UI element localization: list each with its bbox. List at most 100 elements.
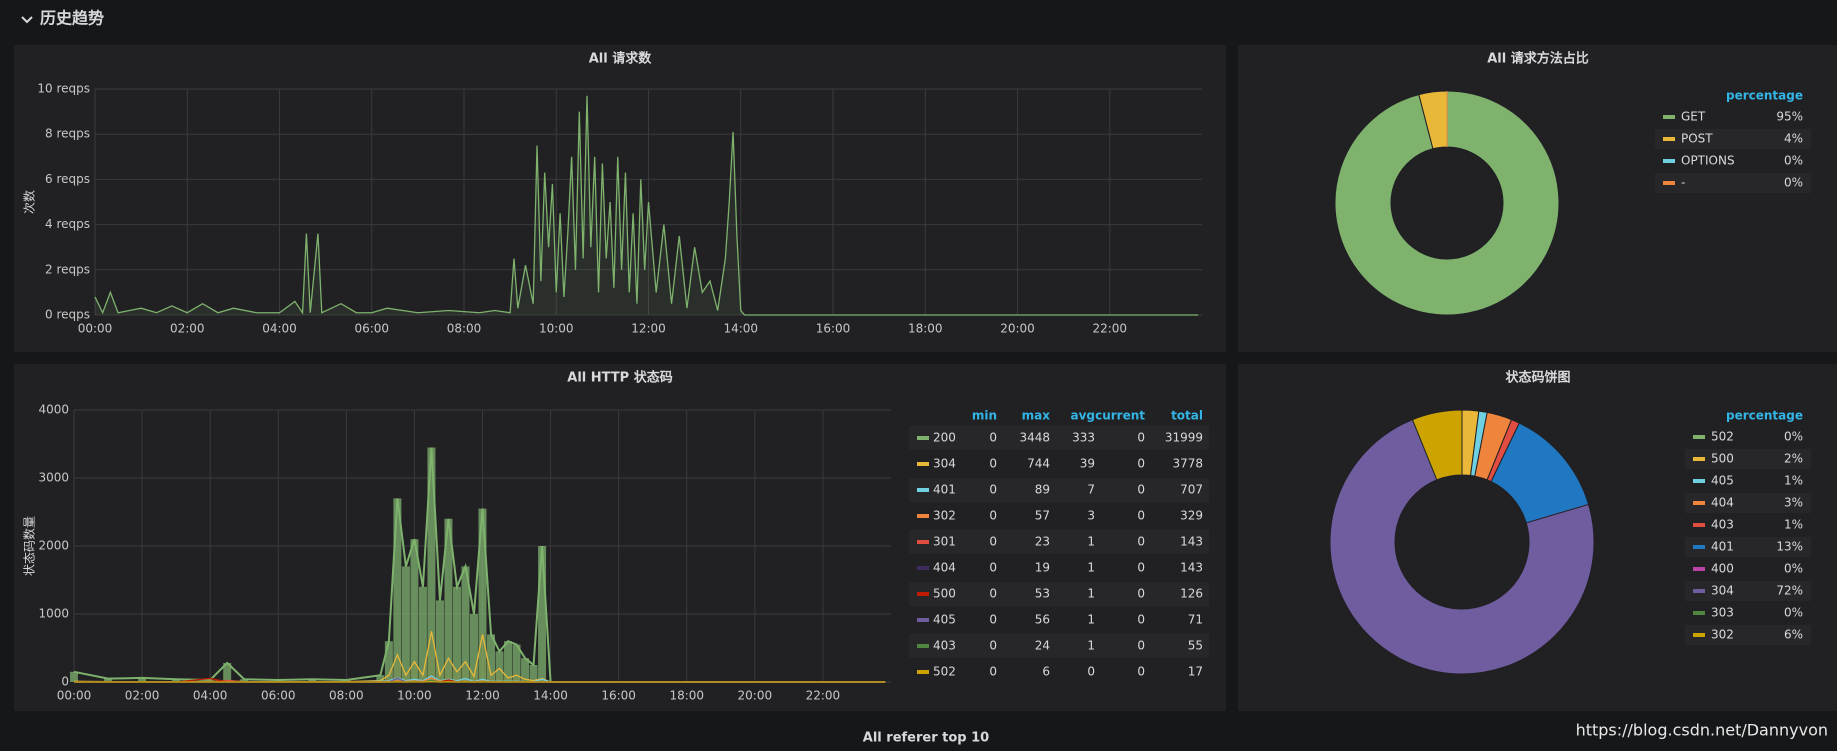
bar	[410, 539, 419, 682]
legend-name: 400	[1711, 562, 1734, 576]
bar	[427, 447, 436, 682]
x-tick-label: 04:00	[262, 322, 297, 336]
legend-name: 500	[933, 587, 956, 601]
legend-value: 1	[1087, 535, 1095, 549]
legend-name: OPTIONS	[1681, 154, 1735, 168]
legend-swatch	[1693, 523, 1705, 527]
legend-row-bg	[909, 478, 1209, 502]
legend-value: 57	[1035, 509, 1050, 523]
legend-swatch	[1693, 633, 1705, 637]
legend-value: 3	[1087, 509, 1095, 523]
bar	[487, 634, 496, 682]
legend-name: 404	[1711, 496, 1734, 510]
legend-value: 3778	[1172, 457, 1203, 471]
legend-swatch	[1693, 457, 1705, 461]
legend-value: 6%	[1784, 628, 1803, 642]
bar	[538, 546, 547, 682]
legend-value: 0%	[1784, 606, 1803, 620]
legend-value: 143	[1180, 561, 1203, 575]
legend-value: 1	[1087, 561, 1095, 575]
legend-value: 0	[1137, 665, 1145, 679]
legend-value: 31999	[1165, 431, 1203, 445]
x-tick-label: 06:00	[261, 689, 296, 703]
bar	[435, 600, 444, 682]
legend-swatch	[917, 462, 929, 466]
legend-value: 0	[1087, 665, 1095, 679]
legend-name: 401	[933, 483, 956, 497]
legend-value: 0%	[1784, 562, 1803, 576]
legend-name: 403	[933, 639, 956, 653]
x-tick-label: 04:00	[193, 689, 228, 703]
legend-value: 329	[1180, 509, 1203, 523]
bar	[308, 679, 317, 682]
panel-title: All HTTP 状态码	[567, 370, 672, 386]
y-tick-label: 2000	[38, 539, 69, 553]
legend-value: 72%	[1776, 584, 1803, 598]
legend-name: 401	[1711, 540, 1734, 554]
legend-row-bg	[909, 426, 1209, 450]
legend-name: 303	[1711, 606, 1734, 620]
y-tick-label: 4 reqps	[45, 217, 90, 231]
bar	[452, 586, 461, 682]
legend-row-bg	[909, 634, 1209, 658]
legend-value: 4%	[1784, 132, 1803, 146]
x-tick-label: 14:00	[533, 689, 568, 703]
y-tick-label: 10 reqps	[37, 82, 90, 96]
legend-name: 405	[1711, 474, 1734, 488]
legend-value: 0	[989, 535, 997, 549]
legend-value: 0	[989, 483, 997, 497]
x-tick-label: 08:00	[447, 322, 482, 336]
x-tick-label: 16:00	[816, 322, 851, 336]
legend-value: 24	[1035, 639, 1050, 653]
legend-value: 744	[1027, 457, 1050, 471]
panel-title: 状态码饼图	[1505, 370, 1570, 386]
section-title[interactable]: 历史趋势	[40, 9, 104, 28]
legend-column-header: avg	[1070, 409, 1095, 423]
legend-value: 707	[1180, 483, 1203, 497]
legend-name: 502	[1711, 430, 1734, 444]
legend-value: 17	[1188, 665, 1203, 679]
legend-header: percentage	[1726, 409, 1803, 423]
panel-title: All 请求方法占比	[1487, 51, 1589, 67]
legend-row-bg	[909, 530, 1209, 554]
legend-value: 55	[1188, 639, 1203, 653]
y-tick-label: 3000	[38, 471, 69, 485]
legend-value: 0	[1137, 613, 1145, 627]
legend-value: 7	[1087, 483, 1095, 497]
x-tick-label: 00:00	[57, 689, 92, 703]
x-tick-label: 20:00	[1000, 322, 1035, 336]
collapse-chevron[interactable]	[21, 16, 33, 24]
y-axis-label: 次数	[22, 190, 37, 214]
legend-swatch	[1693, 611, 1705, 615]
area	[95, 95, 1199, 315]
y-tick-label: 2 reqps	[45, 262, 90, 276]
line	[94, 95, 1199, 316]
legend-value: 0	[989, 561, 997, 575]
legend-column-header: total	[1171, 409, 1203, 423]
legend-swatch	[917, 540, 929, 544]
legend-row-bg	[1655, 173, 1811, 193]
bar	[461, 566, 470, 682]
legend-name: GET	[1681, 110, 1706, 124]
legend-swatch	[1693, 501, 1705, 505]
legend-value: 6	[1042, 665, 1050, 679]
legend-swatch	[917, 592, 929, 596]
legend-header: percentage	[1726, 89, 1803, 103]
legend-swatch	[1693, 589, 1705, 593]
bar	[274, 679, 283, 682]
legend-value: 333	[1072, 431, 1095, 445]
bar	[504, 641, 513, 682]
legend-value: 89	[1035, 483, 1050, 497]
legend-swatch	[1693, 435, 1705, 439]
bar	[206, 679, 215, 682]
legend-swatch	[1693, 479, 1705, 483]
legend-name: 302	[1711, 628, 1734, 642]
x-tick-label: 10:00	[397, 689, 432, 703]
x-tick-label: 10:00	[539, 322, 574, 336]
legend-name: 301	[933, 535, 956, 549]
legend-swatch	[1663, 159, 1675, 163]
legend-swatch	[917, 670, 929, 674]
